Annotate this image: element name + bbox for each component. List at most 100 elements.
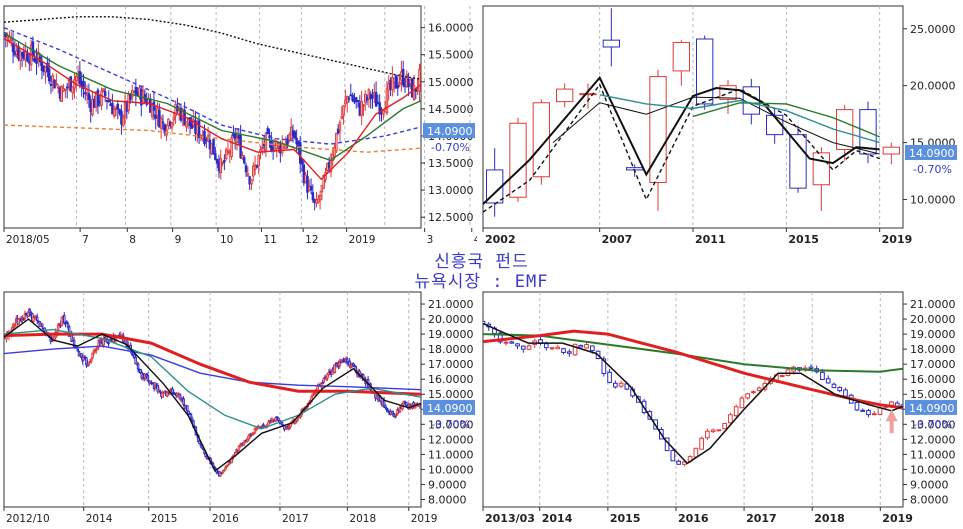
candle-up xyxy=(313,392,317,395)
candle-down xyxy=(607,371,612,383)
candle-up xyxy=(532,102,551,178)
x-tick-label: 2018/05 xyxy=(6,234,50,246)
candle-up xyxy=(253,164,257,170)
candle-down xyxy=(76,348,80,352)
moving-average-blue xyxy=(4,345,421,391)
candle-down xyxy=(462,63,464,69)
candle-up xyxy=(250,179,253,185)
candle-down xyxy=(163,124,167,134)
candle-up xyxy=(114,108,118,111)
candle-up xyxy=(87,362,91,366)
candle-up xyxy=(836,109,854,150)
candle-down xyxy=(371,95,374,99)
x-tick-label: 2013/03 xyxy=(485,512,535,525)
candle-down xyxy=(93,98,96,108)
candle-down xyxy=(158,390,162,393)
candle-up xyxy=(382,109,385,115)
up-arrow-marker xyxy=(885,409,898,434)
candle-up xyxy=(17,318,21,325)
x-tick-label: 2007 xyxy=(602,233,633,246)
candle-up xyxy=(11,326,14,331)
candle-up xyxy=(88,360,92,363)
candle-down xyxy=(49,83,53,86)
last-price-label: 14.0900 xyxy=(909,402,955,415)
candle-up xyxy=(228,151,232,154)
y-tick-label: 19.0000 xyxy=(428,328,474,341)
candle-up xyxy=(649,76,667,183)
candle-down xyxy=(63,315,66,324)
candle-down xyxy=(208,139,212,150)
candle-down xyxy=(497,332,503,343)
candle-up xyxy=(252,165,255,177)
x-tick-label: 2015 xyxy=(788,233,819,246)
candle-down xyxy=(242,157,246,164)
moving-average-red xyxy=(483,329,903,410)
moving-average-green xyxy=(483,333,903,373)
moving-average-teal xyxy=(4,328,421,430)
candle-up xyxy=(161,392,164,398)
candle-down xyxy=(42,65,45,72)
x-tick-label: 2016 xyxy=(212,513,239,525)
y-tick-label: 14.5000 xyxy=(428,103,474,116)
monthly-candlestick-chart: 21.0000 20.0000 19.0000 18.0000 17.0000 16.00… xyxy=(482,291,957,525)
candle-down xyxy=(149,98,152,113)
candle-up xyxy=(693,447,699,458)
candle-up xyxy=(242,442,246,446)
candle-down xyxy=(378,102,381,115)
candle-up xyxy=(509,122,527,198)
candle-down xyxy=(825,378,831,384)
y-tick-label: 16.0000 xyxy=(428,373,474,386)
candle-up xyxy=(170,122,174,128)
candle-up xyxy=(167,118,170,127)
y-tick-label: 13.5000 xyxy=(428,157,474,170)
candle-up xyxy=(130,90,134,98)
candle-down xyxy=(31,41,35,57)
y-tick-label: 15.0000 xyxy=(428,76,474,89)
candle-down xyxy=(473,92,475,96)
candle-down xyxy=(270,139,273,152)
candle-up xyxy=(121,117,125,126)
x-tick-label: 2017 xyxy=(746,512,777,525)
candle-up xyxy=(60,86,64,103)
candle-down xyxy=(866,409,871,416)
candle-down xyxy=(347,97,351,100)
candle-down xyxy=(214,153,217,160)
candle-down xyxy=(40,323,44,327)
candle-up xyxy=(226,464,230,467)
candle-up xyxy=(185,121,188,128)
candle-up xyxy=(387,83,390,91)
candle-up xyxy=(739,397,745,409)
candle-down xyxy=(354,97,358,102)
candle-up xyxy=(333,364,337,374)
candle-down xyxy=(442,62,444,66)
candle-up xyxy=(102,88,105,92)
candle-up xyxy=(289,126,293,140)
candles-group xyxy=(483,8,900,217)
y-tick-label: 10.0000 xyxy=(910,463,956,476)
candle-down xyxy=(111,102,114,115)
change-label: -0.70% xyxy=(431,141,470,154)
candle-up xyxy=(91,99,94,116)
candle-down xyxy=(389,79,392,90)
candle-up xyxy=(340,115,344,119)
x-tick-label: 2019 xyxy=(882,233,913,246)
candle-up xyxy=(779,375,785,378)
candle-up xyxy=(549,347,555,350)
candle-up xyxy=(123,101,127,118)
candle-down xyxy=(143,94,147,100)
candle-up xyxy=(579,93,597,96)
candle-up xyxy=(526,345,532,350)
candle-down xyxy=(40,62,44,71)
candle-up xyxy=(871,413,877,416)
candle-down xyxy=(186,405,189,412)
candle-down xyxy=(46,62,49,73)
candle-down xyxy=(419,403,421,406)
candle-down xyxy=(286,138,289,145)
candle-up xyxy=(19,50,22,61)
candle-up xyxy=(335,132,338,152)
candle-up xyxy=(55,82,58,86)
candle-down xyxy=(205,138,208,141)
candle-up xyxy=(360,101,363,116)
candle-down xyxy=(217,161,221,172)
